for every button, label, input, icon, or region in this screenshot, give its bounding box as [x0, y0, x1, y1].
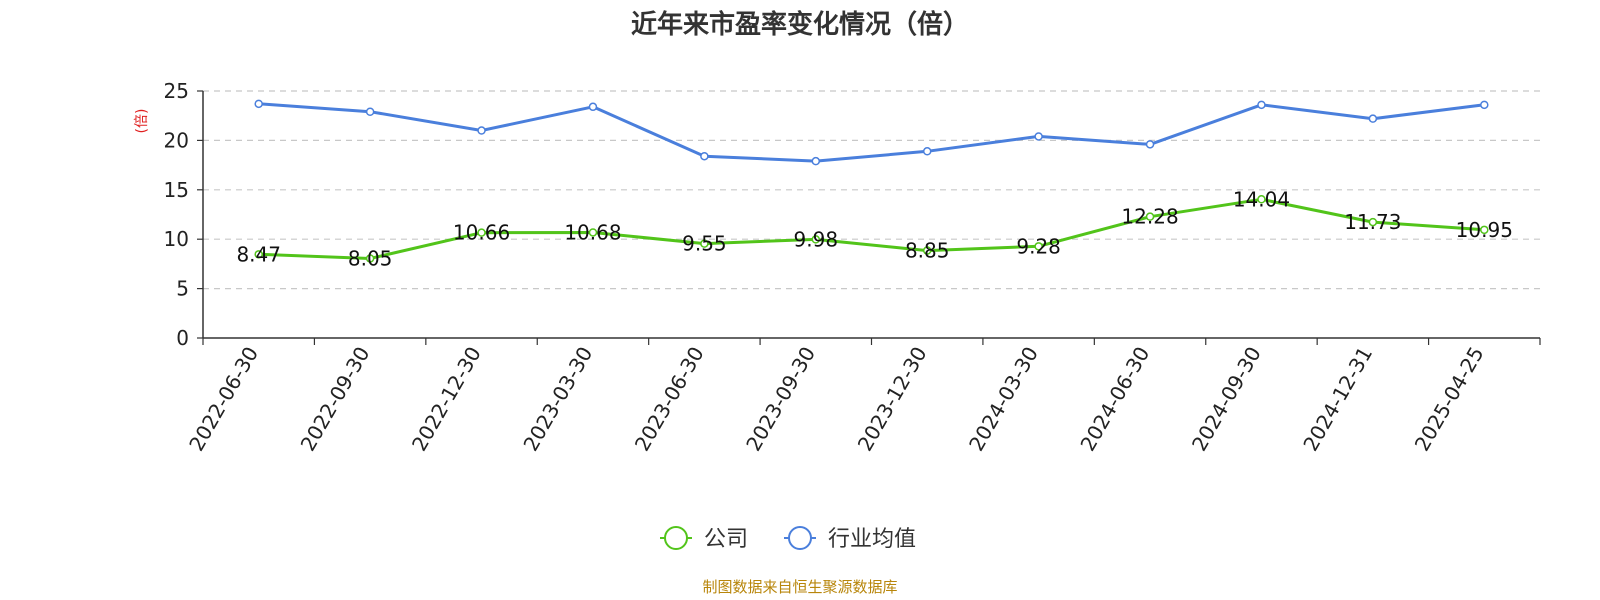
y-tick-label-25: 25 — [164, 79, 189, 103]
y-tick-label-15: 15 — [164, 178, 189, 202]
data-labels: 8.47 8.05 10.66 10.68 9.55 9.98 8.85 9.28 12.28 1… — [236, 187, 1512, 270]
series-1 — [254, 99, 1489, 166]
chart-title: 近年来市盈率变化情况（倍） — [631, 9, 969, 40]
point-0-1 — [365, 254, 375, 263]
legend-item-company[interactable]: 公司 — [660, 526, 748, 552]
point-1-0 — [254, 99, 263, 109]
point-0-9 — [1257, 195, 1266, 204]
data-source-note: 制图数据来自恒生聚源数据库 — [702, 578, 897, 596]
x-tick-label-2: 2022-12-30 — [407, 342, 486, 455]
legend: 公司 行业均值 — [660, 526, 916, 552]
x-tick-label-5: 2023-09-30 — [741, 343, 820, 456]
x-tick-label-9: 2024-09-30 — [1187, 343, 1266, 456]
data-label-9: 14.04 — [1233, 187, 1290, 211]
point-0-8 — [1145, 212, 1155, 221]
data-label-10: 11.73 — [1344, 210, 1401, 234]
point-1-1 — [365, 107, 375, 116]
series — [254, 99, 1489, 263]
x-tick-label-11: 2025-04-25 — [1410, 343, 1489, 456]
point-0-2 — [477, 228, 486, 237]
data-label-5: 9.98 — [794, 227, 839, 251]
data-label-8: 12.28 — [1121, 205, 1178, 229]
y-tick-label-5: 5 — [176, 277, 189, 301]
point-0-7 — [1034, 242, 1043, 251]
y-tick-label-0: 0 — [176, 326, 189, 350]
y-tick-label-20: 20 — [164, 128, 189, 152]
x-tick-label-6: 2023-12-30 — [853, 342, 932, 455]
series-line-0 — [258, 197, 1485, 260]
data-label-0: 8.47 — [236, 242, 281, 266]
point-1-2 — [477, 126, 486, 135]
x-tick-label-0: 2022-06-30 — [184, 343, 263, 456]
x-tick-label-10: 2024-12-31 — [1298, 343, 1377, 456]
x-tick-label-7: 2024-03-30 — [964, 343, 1043, 456]
data-label-7: 9.28 — [1016, 234, 1061, 258]
series-0 — [254, 195, 1489, 263]
x-tick-label-4: 2023-06-30 — [630, 343, 709, 456]
y-axis-label: (倍) — [134, 109, 150, 134]
point-0-5 — [811, 235, 821, 244]
point-1-3 — [588, 102, 598, 112]
point-1-8 — [1145, 140, 1155, 149]
point-0-6 — [922, 246, 932, 255]
point-0-3 — [588, 228, 598, 237]
legend-label-company: 公司 — [704, 527, 748, 552]
legend-marker-company — [664, 526, 688, 550]
point-1-7 — [1034, 132, 1043, 141]
point-0-10 — [1368, 217, 1378, 227]
legend-label-industry-average: 行业均值 — [828, 527, 916, 552]
point-1-9 — [1257, 100, 1266, 110]
series-line-1 — [258, 102, 1485, 163]
data-label-4: 9.55 — [682, 232, 727, 256]
x-tick-label-3: 2023-03-30 — [518, 343, 597, 456]
y-tick-label-10: 10 — [164, 227, 189, 251]
x-tick-label-1: 2022-09-30 — [296, 343, 375, 456]
point-1-4 — [700, 151, 709, 161]
data-label-6: 8.85 — [905, 239, 950, 263]
point-1-6 — [922, 147, 932, 156]
legend-marker-industry-average — [788, 526, 812, 550]
data-label-11: 10.95 — [1456, 218, 1513, 242]
legend-item-industry-average[interactable]: 行业均值 — [784, 526, 916, 552]
data-label-2: 10.66 — [453, 221, 510, 245]
point-1-10 — [1368, 114, 1378, 123]
grid-lines — [203, 90, 1540, 290]
point-0-4 — [700, 239, 709, 248]
x-tick-label-8: 2024-06-30 — [1075, 343, 1154, 456]
point-0-11 — [1480, 225, 1489, 235]
point-1-11 — [1480, 100, 1489, 110]
data-label-3: 10.68 — [564, 220, 621, 244]
point-1-5 — [811, 156, 821, 166]
data-label-1: 8.05 — [348, 246, 393, 270]
point-0-0 — [254, 250, 263, 259]
